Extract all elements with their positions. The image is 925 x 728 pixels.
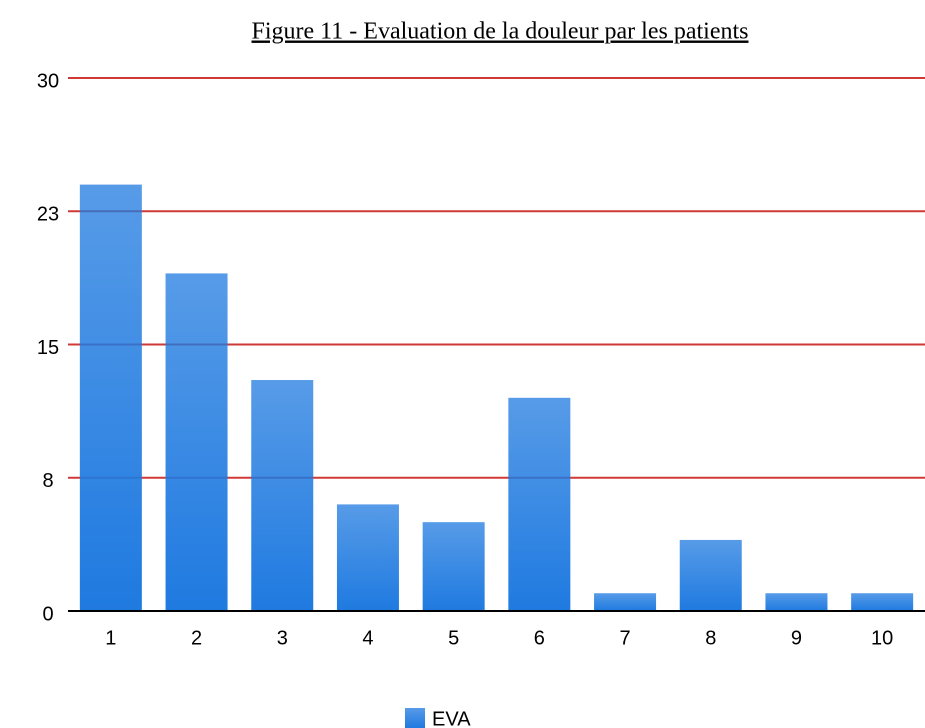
bar xyxy=(765,593,828,611)
bar xyxy=(508,397,571,611)
bar xyxy=(679,539,742,611)
y-tick-label: 30 xyxy=(37,70,59,92)
x-tick-label: 4 xyxy=(362,627,373,649)
x-tick-label: 5 xyxy=(448,627,459,649)
x-tick-label: 2 xyxy=(191,627,202,649)
x-tick-label: 6 xyxy=(534,627,545,649)
x-tick-label: 7 xyxy=(619,627,630,649)
bar xyxy=(251,380,314,611)
x-tick-label: 9 xyxy=(791,627,802,649)
y-tick-label: 23 xyxy=(37,204,59,226)
y-tick-label: 15 xyxy=(37,337,59,359)
bar xyxy=(422,522,485,611)
bar xyxy=(79,184,142,611)
y-tick-label: 8 xyxy=(42,470,53,492)
y-tick-label: 0 xyxy=(42,603,53,625)
x-tick-label: 1 xyxy=(105,627,116,649)
x-tick-label: 8 xyxy=(705,627,716,649)
x-tick-label: 10 xyxy=(871,627,893,649)
legend-label: EVA xyxy=(432,708,471,728)
chart-title: Figure 11 - Evaluation de la douleur par… xyxy=(252,19,749,45)
bar xyxy=(336,504,399,611)
bar xyxy=(851,593,914,611)
legend-swatch xyxy=(405,708,425,728)
bar xyxy=(165,273,228,611)
x-tick-label: 3 xyxy=(277,627,288,649)
bar xyxy=(594,593,657,611)
